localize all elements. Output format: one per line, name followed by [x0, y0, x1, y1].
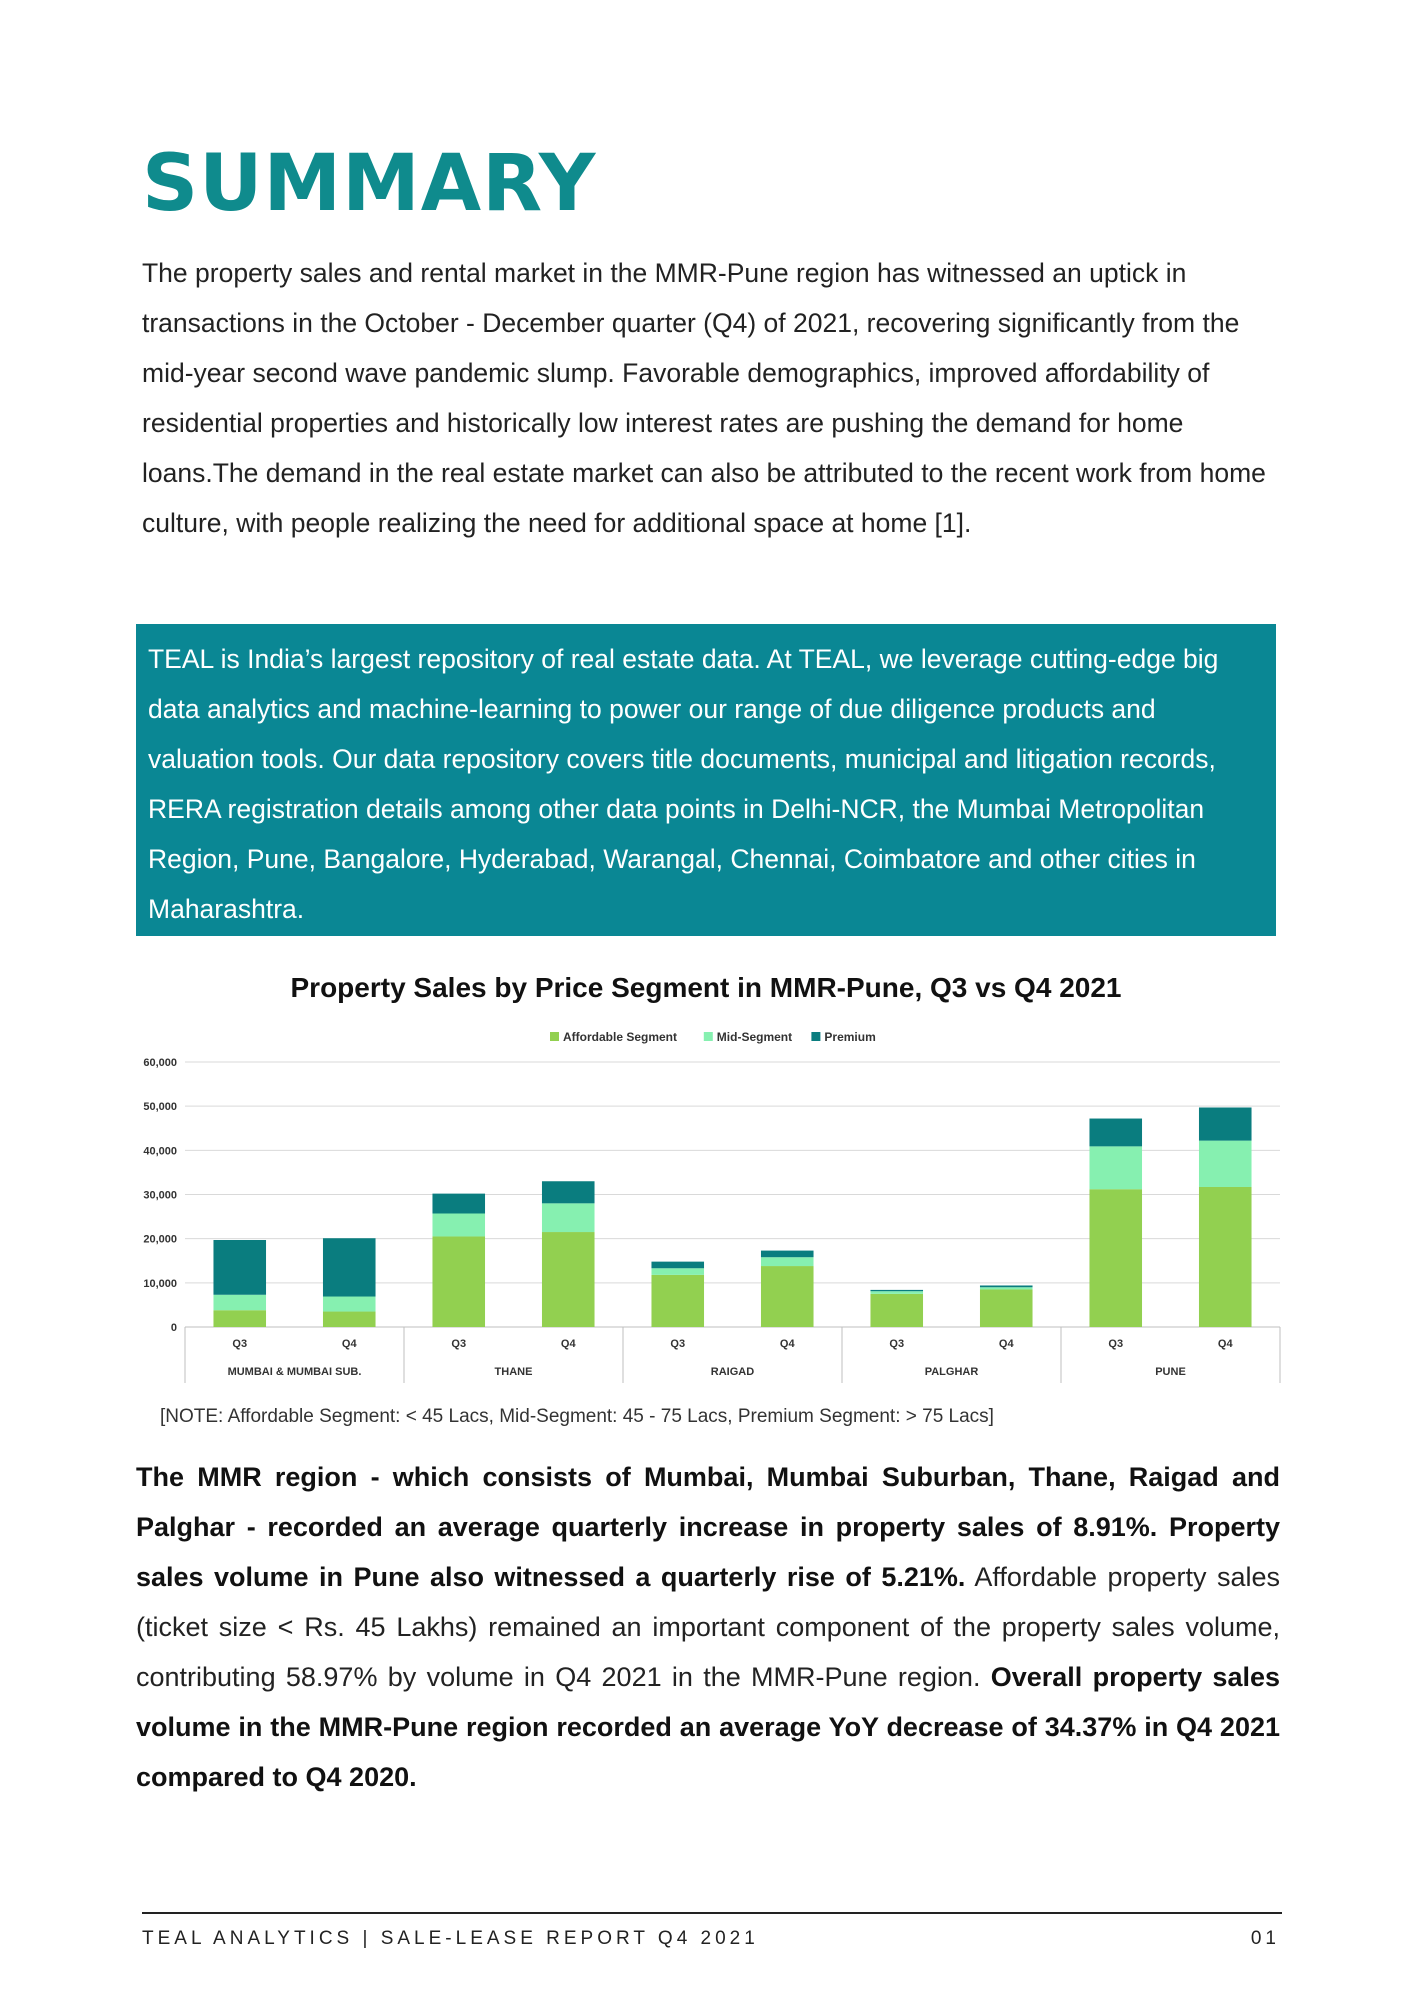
bar-3-premium — [541, 1181, 595, 1204]
x-tick-label-0: Q3 — [232, 1338, 247, 1350]
bar-3-affordable-segment — [541, 1232, 595, 1327]
bar-0-mid-segment — [213, 1294, 267, 1311]
teal-info-text: TEAL is India’s largest repository of re… — [148, 644, 1219, 924]
bar-5-premium — [760, 1250, 814, 1258]
bar-0-premium — [213, 1239, 267, 1295]
bar-5-mid-segment — [760, 1257, 814, 1267]
bar-1-premium — [322, 1238, 376, 1297]
legend-swatch-1 — [703, 1032, 713, 1041]
bar-0-affordable-segment — [213, 1310, 267, 1327]
analysis-paragraph: The MMR region - which consists of Mumba… — [136, 1452, 1280, 1802]
y-tick-label-2: 20,000 — [143, 1234, 177, 1246]
bar-2-affordable-segment — [432, 1236, 486, 1327]
y-tick-label-4: 40,000 — [143, 1145, 177, 1157]
stacked-bar-chart: Affordable Segment Mid-Segment Premium 0 10,… — [143, 1030, 1281, 1383]
bar-4-affordable-segment — [651, 1274, 705, 1327]
group-label-0: MUMBAI & MUMBAI SUB. — [228, 1366, 362, 1378]
bar-5-affordable-segment — [760, 1266, 814, 1327]
bar-1-mid-segment — [322, 1296, 376, 1312]
bar-3-mid-segment — [541, 1203, 595, 1233]
bar-1-affordable-segment — [322, 1311, 376, 1327]
group-label-3: PALGHAR — [925, 1366, 979, 1378]
legend-label-2: Premium — [824, 1030, 875, 1044]
bar-8-premium — [1089, 1118, 1143, 1147]
x-tick-label-8: Q3 — [1108, 1338, 1123, 1350]
bar-8-mid-segment — [1089, 1146, 1143, 1190]
bar-7-mid-segment — [979, 1287, 1033, 1290]
x-tick-label-2: Q3 — [451, 1338, 466, 1350]
bar-2-mid-segment — [432, 1213, 486, 1237]
bar-8-affordable-segment — [1089, 1189, 1143, 1327]
x-tick-label-6: Q3 — [889, 1338, 904, 1350]
x-tick-label-3: Q4 — [561, 1338, 577, 1350]
y-tick-label-1: 10,000 — [143, 1278, 177, 1290]
legend-label-1: Mid-Segment — [717, 1030, 792, 1044]
legend-swatch-0 — [550, 1032, 559, 1041]
analysis-bold-2: Overall property sales volume in the MMR… — [136, 1662, 1280, 1792]
y-tick-label-0: 0 — [171, 1322, 177, 1334]
bar-9-affordable-segment — [1198, 1186, 1252, 1327]
footer-report-name: TEAL ANALYTICS | SALE-LEASE REPORT Q4 20… — [142, 1928, 759, 1949]
y-tick-label-6: 60,000 — [143, 1057, 177, 1069]
group-label-2: RAIGAD — [711, 1366, 754, 1378]
x-tick-label-9: Q4 — [1218, 1338, 1234, 1350]
chart-title: Property Sales by Price Segment in MMR-P… — [290, 972, 1122, 1003]
y-tick-label-5: 50,000 — [143, 1101, 177, 1113]
x-tick-label-5: Q4 — [780, 1338, 796, 1350]
bar-7-premium — [979, 1285, 1033, 1288]
footer-rule — [142, 1912, 1282, 1914]
intro-paragraph: The property sales and rental market in … — [142, 258, 1266, 538]
bar-2-premium — [432, 1193, 486, 1214]
bar-6-affordable-segment — [870, 1293, 924, 1327]
bar-4-mid-segment — [651, 1268, 705, 1275]
y-tick-label-3: 30,000 — [143, 1190, 177, 1202]
bar-4-premium — [651, 1261, 705, 1269]
segment-note: [NOTE: Affordable Segment: < 45 Lacs, Mi… — [160, 1406, 994, 1427]
footer-page-number: 01 — [1250, 1928, 1280, 1949]
analysis-text: Affordable property sales (ticket size <… — [136, 1562, 1280, 1692]
bar-9-mid-segment — [1198, 1140, 1252, 1187]
bar-6-mid-segment — [870, 1291, 924, 1294]
bar-7-affordable-segment — [979, 1289, 1033, 1327]
legend-swatch-2 — [811, 1032, 821, 1041]
bar-9-premium — [1198, 1107, 1252, 1141]
group-label-4: PUNE — [1155, 1366, 1186, 1378]
bar-6-premium — [870, 1289, 924, 1292]
legend-label-0: Affordable Segment — [563, 1030, 677, 1044]
x-tick-label-4: Q3 — [670, 1338, 685, 1350]
group-label-1: THANE — [495, 1366, 533, 1378]
page-heading: SUMMARY — [142, 139, 597, 229]
x-tick-label-7: Q4 — [999, 1338, 1015, 1350]
analysis-bold-1: The MMR region - which consists of Mumba… — [136, 1462, 1280, 1592]
x-tick-label-1: Q4 — [342, 1338, 358, 1350]
teal-info-box: TEAL is India’s largest repository of re… — [136, 624, 1276, 936]
